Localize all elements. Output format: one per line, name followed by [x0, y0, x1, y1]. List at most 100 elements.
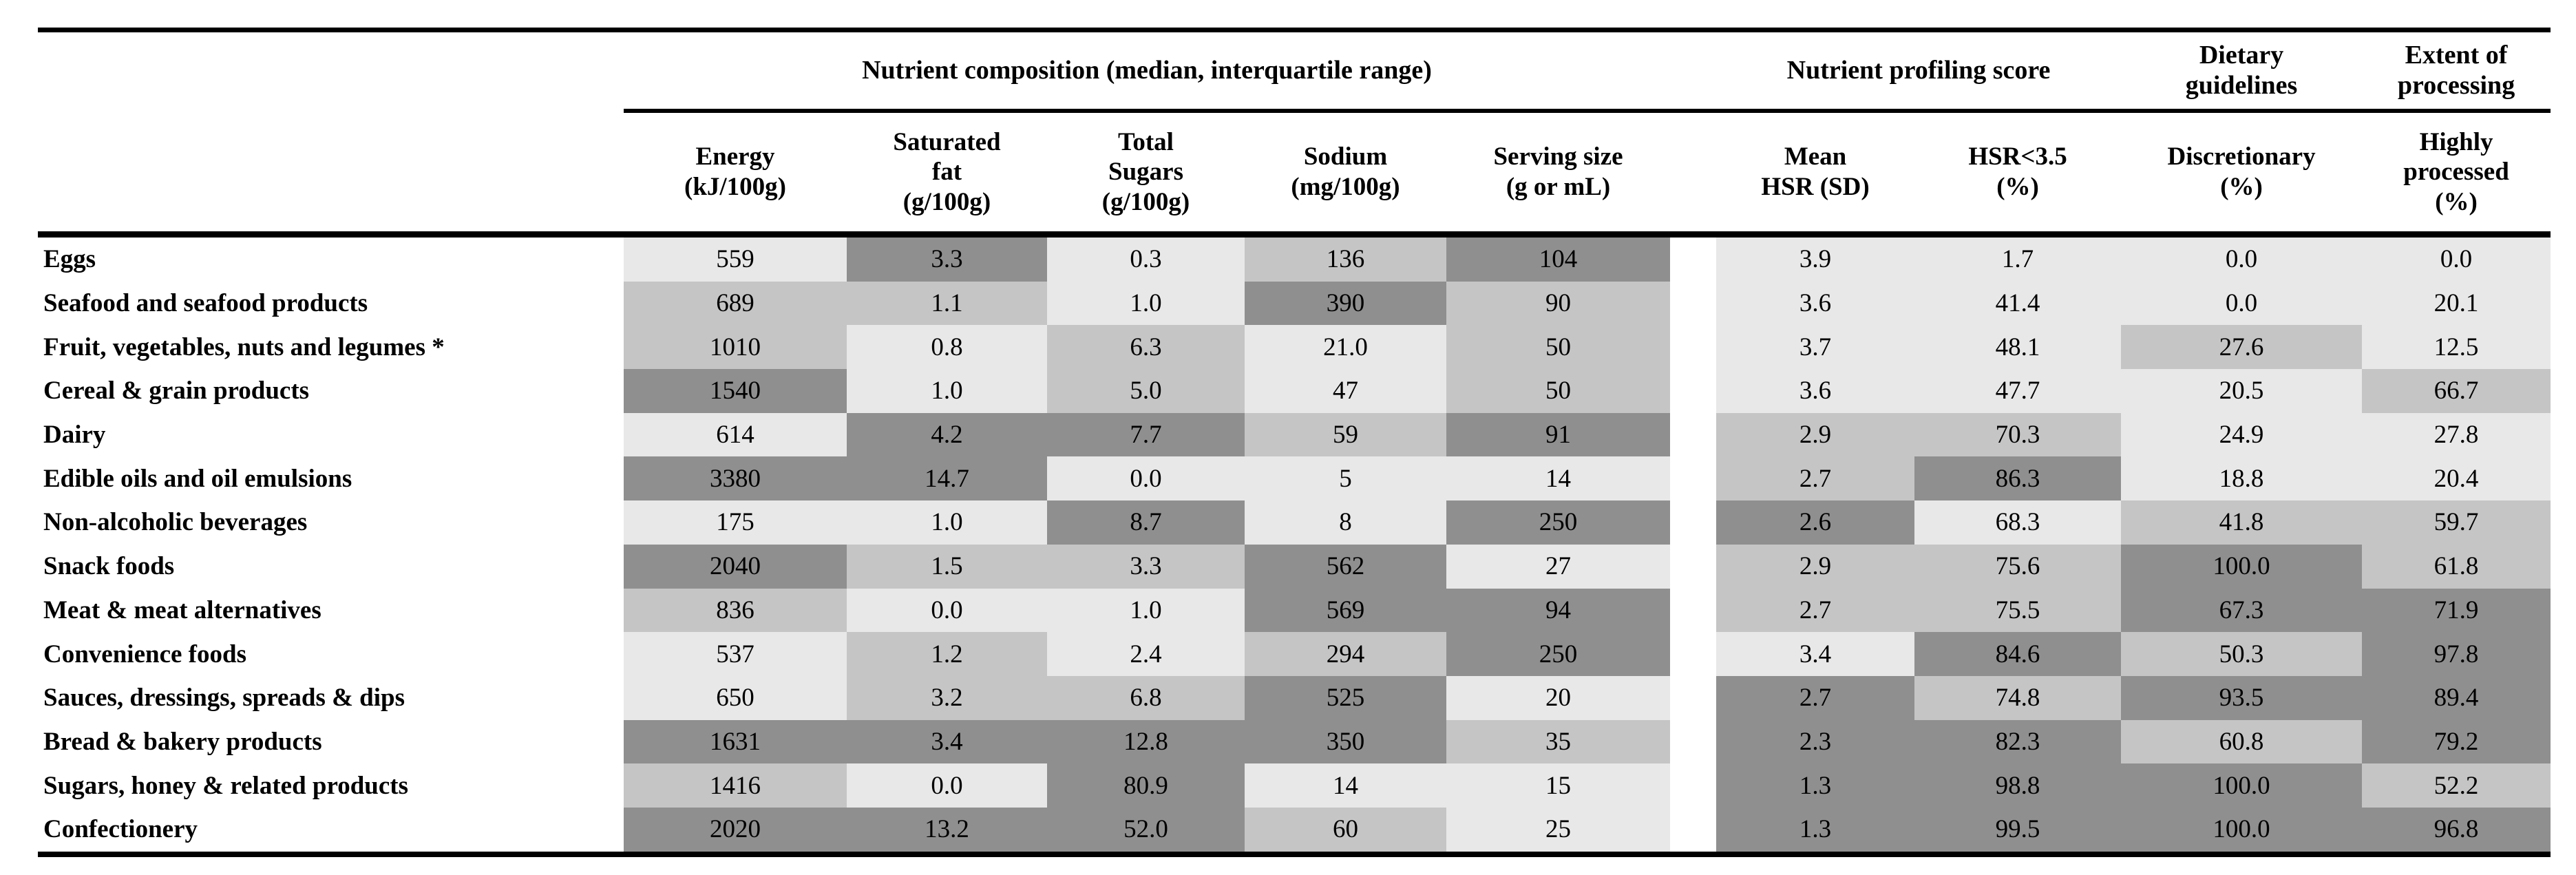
table-row: Convenience foods 537 1.2 2.4 294 250 3.4 84.6 5…: [38, 632, 2551, 676]
data-cell: 1.0: [1047, 588, 1245, 633]
data-cell: 614: [624, 412, 847, 457]
data-cell: 1.1: [847, 281, 1047, 326]
data-cell: 80.9: [1047, 763, 1245, 808]
table-row: Confectionery 2020 13.2 52.0 60 25 1.3 99.5 100.…: [38, 807, 2551, 857]
data-cell: 1416: [624, 763, 847, 808]
spacer-cell: [1670, 413, 1716, 457]
data-cell: 250: [1446, 632, 1671, 676]
spacer-cell: [1670, 720, 1716, 764]
data-cell: 3.7: [1716, 325, 1915, 370]
data-cell: 1.2: [847, 632, 1047, 676]
spacer-cell: [1670, 807, 1717, 857]
column-header-energy: Energy (kJ/100g): [624, 111, 847, 238]
data-cell: 68.3: [1914, 500, 2122, 545]
data-cell: 50: [1446, 369, 1671, 413]
table-row: Fruit, vegetables, nuts and legumes * 101…: [38, 325, 2551, 370]
group-header-dietary-guidelines: Dietary guidelines: [2121, 28, 2363, 113]
data-cell: 5.0: [1047, 369, 1245, 413]
data-cell: 562: [1245, 544, 1446, 589]
corner-cell: [38, 28, 624, 111]
data-cell: 3.4: [847, 719, 1047, 764]
data-cell: 1010: [624, 325, 847, 370]
row-label: Snack foods: [43, 552, 175, 581]
spacer-cell: [1670, 589, 1716, 633]
data-cell: 21.0: [1245, 325, 1446, 370]
spacer-cell: [1670, 456, 1716, 500]
data-cell: 89.4: [2362, 675, 2551, 720]
column-header-discretionary: Discretionary (%): [2121, 111, 2363, 238]
data-cell: 27.8: [2362, 412, 2551, 457]
data-cell: 60.8: [2121, 719, 2363, 764]
table-row: Bread & bakery products 1631 3.4 12.8 350 35 2…: [38, 719, 2551, 764]
data-cell: 0.8: [847, 325, 1047, 370]
data-cell: 7.7: [1047, 412, 1245, 457]
data-cell: 5: [1245, 456, 1446, 501]
row-label: Eggs: [43, 245, 96, 274]
data-cell: 3.3: [1047, 544, 1245, 589]
data-cell: 1.5: [847, 544, 1047, 589]
data-cell: 1.0: [847, 500, 1047, 545]
data-cell: 71.9: [2362, 588, 2551, 633]
data-cell: 0.0: [2121, 281, 2363, 326]
data-cell: 390: [1245, 281, 1446, 326]
spacer-cell: [1670, 325, 1716, 369]
data-cell: 0.0: [847, 588, 1047, 633]
column-header-serving-size: Serving size (g or mL): [1446, 111, 1671, 238]
data-cell: 3.2: [847, 675, 1047, 720]
data-cell: 41.8: [2121, 500, 2363, 545]
data-cell: 24.9: [2121, 412, 2363, 457]
data-cell: 98.8: [1914, 763, 2122, 808]
data-cell: 74.8: [1914, 675, 2122, 720]
row-label: Confectionery: [38, 807, 624, 857]
group-header-extent-of-processing: Extent of processing: [2362, 28, 2551, 113]
table-row: Dairy 614 4.2 7.7 59 91 2.9 70.3 24.9 27.8: [38, 412, 2551, 457]
data-cell: 47: [1245, 369, 1446, 413]
data-cell: 52.0: [1047, 807, 1245, 857]
data-cell: 4.2: [847, 412, 1047, 457]
data-cell: 1.3: [1716, 763, 1915, 808]
table-row: Eggs 559 3.3 0.3 136 104 3.9 1.7 0.0 0.0: [38, 234, 2551, 282]
data-cell: 97.8: [2362, 632, 2551, 676]
data-cell: 104: [1446, 234, 1671, 282]
nutrient-table-wrapper: Nutrient composition (median, interquart…: [38, 28, 2551, 857]
data-cell: 41.4: [1914, 281, 2122, 326]
data-cell: 82.3: [1914, 719, 2122, 764]
data-cell: 14: [1245, 763, 1446, 808]
data-cell: 100.0: [2121, 544, 2363, 589]
data-cell: 3.3: [847, 234, 1047, 282]
data-cell: 1540: [624, 369, 847, 413]
data-cell: 1.0: [847, 369, 1047, 413]
data-cell: 2.4: [1047, 632, 1245, 676]
data-cell: 35: [1446, 719, 1671, 764]
row-label-header-cell: [38, 111, 624, 238]
row-label: Meat & meat alternatives: [43, 595, 321, 624]
data-cell: 0.0: [1047, 456, 1245, 501]
column-header-total-sugars: Total Sugars (g/100g): [1047, 111, 1245, 238]
data-cell: 96.8: [2362, 807, 2551, 857]
spacer-cell: [1670, 235, 1716, 282]
data-cell: 3380: [624, 456, 847, 501]
column-header-highly-processed: Highly processed (%): [2362, 111, 2551, 238]
data-cell: 6.8: [1047, 675, 1245, 720]
data-cell: 8: [1245, 500, 1446, 545]
spacer-cell: [1670, 676, 1716, 720]
row-label: Edible oils and oil emulsions: [43, 464, 352, 493]
data-cell: 52.2: [2362, 763, 2551, 808]
table-row: Cereal & grain products 1540 1.0 5.0 47 50 3.6…: [38, 369, 2551, 413]
group-header-nutrient-composition: Nutrient composition (median, interquart…: [624, 28, 1671, 113]
spacer-cell: [1670, 763, 1716, 808]
spacer-cell: [1670, 282, 1716, 326]
data-cell: 3.9: [1716, 234, 1915, 282]
table-row: Sauces, dressings, spreads & dips 650 3.2 6…: [38, 675, 2551, 720]
data-cell: 136: [1245, 234, 1446, 282]
table-row: Sugars, honey & related products 1416 0.0 8…: [38, 763, 2551, 808]
data-cell: 525: [1245, 675, 1446, 720]
data-cell: 2.7: [1716, 456, 1915, 501]
data-cell: 3.6: [1716, 281, 1915, 326]
row-label: Convenience foods: [43, 640, 246, 668]
row-label: Fruit, vegetables, nuts and legumes *: [43, 333, 445, 361]
data-cell: 559: [624, 234, 847, 282]
data-cell: 27.6: [2121, 325, 2363, 370]
data-cell: 100.0: [2121, 763, 2363, 808]
row-label: Cereal & grain products: [43, 377, 310, 405]
